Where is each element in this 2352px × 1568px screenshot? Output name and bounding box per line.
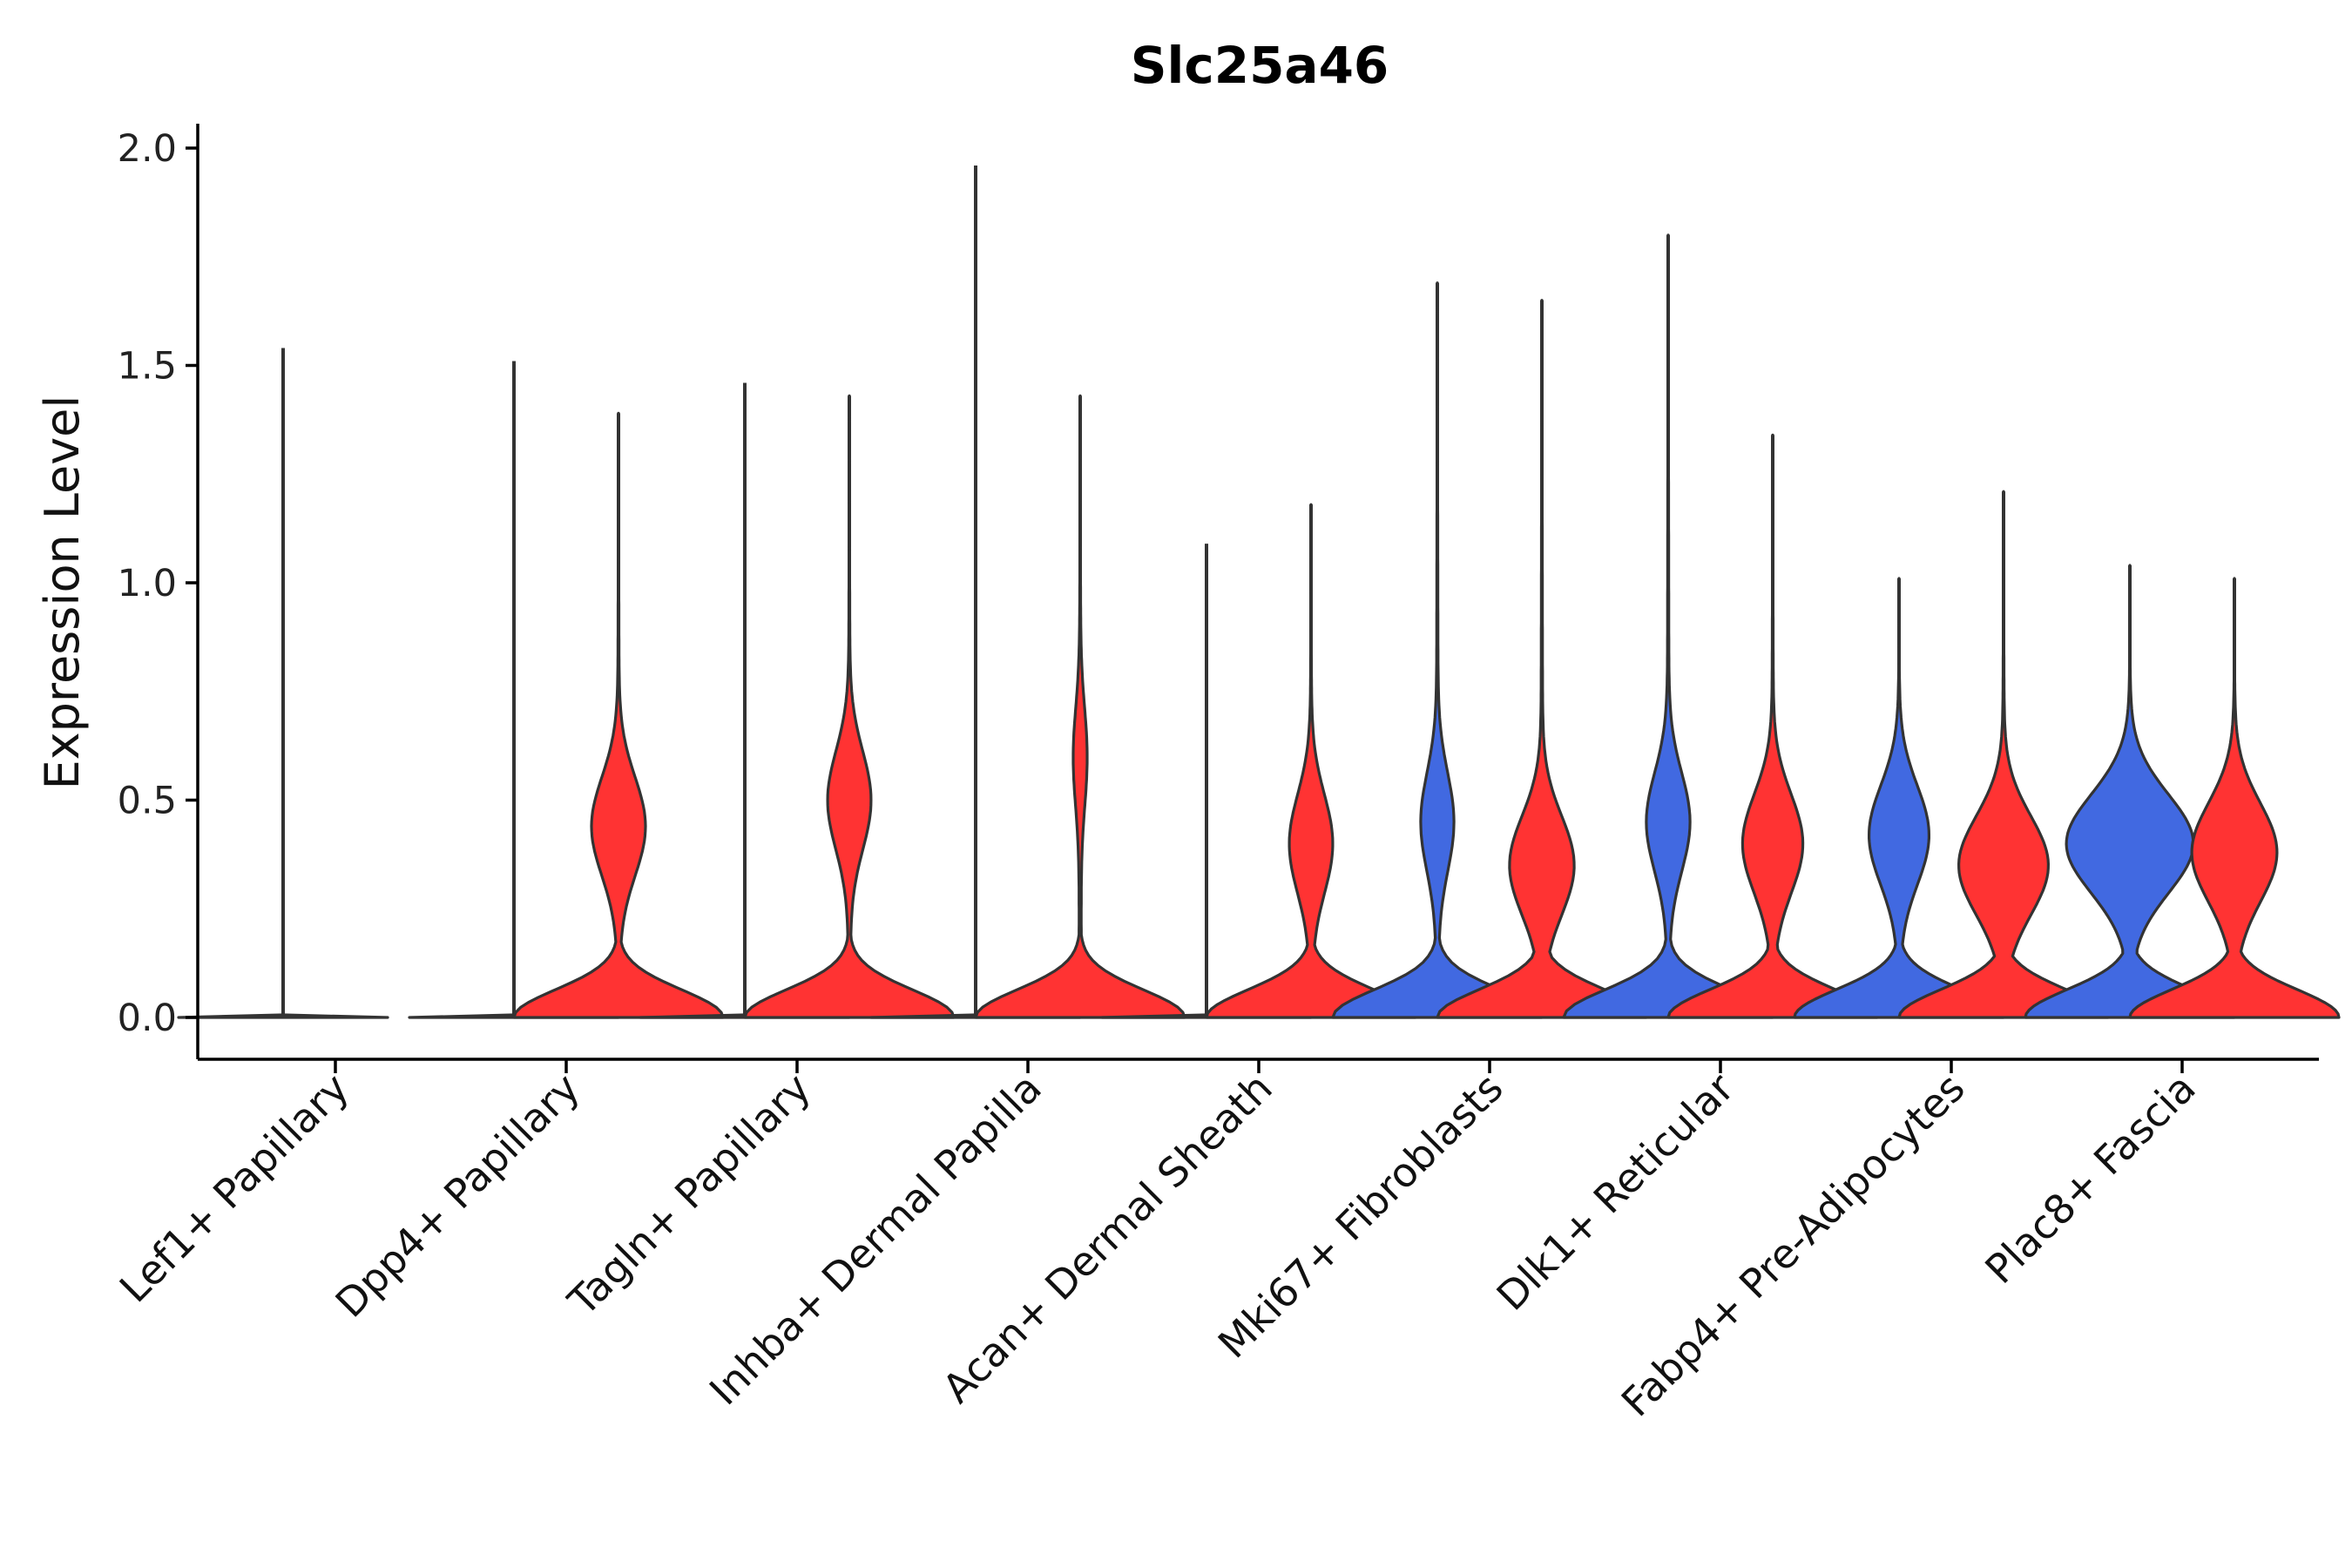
violin-red	[1666, 433, 1879, 1019]
y-tick-label: 2.0	[118, 127, 177, 171]
violin-blue	[639, 382, 851, 1019]
violin-blue	[869, 165, 1082, 1019]
violin-body	[512, 411, 725, 1019]
violin-body	[1666, 433, 1879, 1019]
violin-body	[743, 394, 956, 1019]
x-tick-label: Dlk1+ Reticular	[1488, 1064, 1743, 1320]
y-axis-title: Expression Level	[35, 395, 90, 790]
chart-title: Slc25a46	[1131, 36, 1389, 95]
violin-body	[1793, 577, 2005, 1019]
x-tick-label: Plac8+ Fascia	[1976, 1064, 2204, 1293]
y-tick-label: 0.5	[118, 780, 177, 823]
x-tick-label: Tagln+ Papillary	[558, 1064, 820, 1326]
violin-body	[1331, 281, 1544, 1019]
y-tick-label: 1.0	[118, 562, 177, 605]
violin-blue	[1100, 544, 1313, 1019]
violin-body	[1205, 503, 1417, 1019]
violin-blue	[1793, 577, 2005, 1019]
violin-red	[743, 394, 956, 1019]
violin-red	[974, 394, 1186, 1019]
violins-group	[177, 165, 2341, 1019]
violin-red	[1436, 299, 1648, 1019]
violin-red	[512, 411, 725, 1019]
violin-body	[2024, 564, 2236, 1019]
violin-body	[2128, 577, 2341, 1019]
violin-blue	[2024, 564, 2236, 1019]
violin-red	[2128, 577, 2341, 1019]
violin-body	[1436, 299, 1648, 1019]
x-tick-label: Dpp4+ Papillary	[327, 1064, 589, 1327]
violin-blue	[1562, 233, 1774, 1019]
violin-red	[1897, 490, 2110, 1019]
violin-blue	[177, 348, 389, 1019]
violin-blue	[408, 361, 620, 1019]
violin-body	[1562, 233, 1774, 1019]
violin-body	[177, 1013, 389, 1019]
y-tick-label: 0.0	[118, 997, 177, 1040]
violin-blue	[1331, 281, 1544, 1019]
x-tick-label: Lef1+ Papillary	[111, 1064, 358, 1312]
violin-red	[1205, 503, 1417, 1019]
y-tick-label: 1.5	[118, 345, 177, 389]
violin-body	[1897, 490, 2110, 1019]
violin-body	[974, 394, 1186, 1019]
